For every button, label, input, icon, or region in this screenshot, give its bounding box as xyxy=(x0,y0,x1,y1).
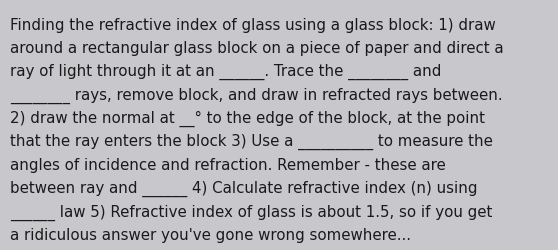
Text: ________ rays, remove block, and draw in refracted rays between.: ________ rays, remove block, and draw in… xyxy=(10,87,503,104)
Text: ray of light through it at an ______. Trace the ________ and: ray of light through it at an ______. Tr… xyxy=(10,64,441,80)
Text: between ray and ______ 4) Calculate refractive index (n) using: between ray and ______ 4) Calculate refr… xyxy=(10,180,478,196)
Text: angles of incidence and refraction. Remember - these are: angles of incidence and refraction. Reme… xyxy=(10,157,446,172)
Text: around a rectangular glass block on a piece of paper and direct a: around a rectangular glass block on a pi… xyxy=(10,41,504,56)
Text: that the ray enters the block 3) Use a __________ to measure the: that the ray enters the block 3) Use a _… xyxy=(10,134,493,150)
Text: ______ law 5) Refractive index of glass is about 1.5, so if you get: ______ law 5) Refractive index of glass … xyxy=(10,204,492,220)
Text: Finding the refractive index of glass using a glass block: 1) draw: Finding the refractive index of glass us… xyxy=(10,18,496,32)
Text: 2) draw the normal at __° to the edge of the block, at the point: 2) draw the normal at __° to the edge of… xyxy=(10,110,485,127)
Text: a ridiculous answer you've gone wrong somewhere...: a ridiculous answer you've gone wrong so… xyxy=(10,227,411,242)
